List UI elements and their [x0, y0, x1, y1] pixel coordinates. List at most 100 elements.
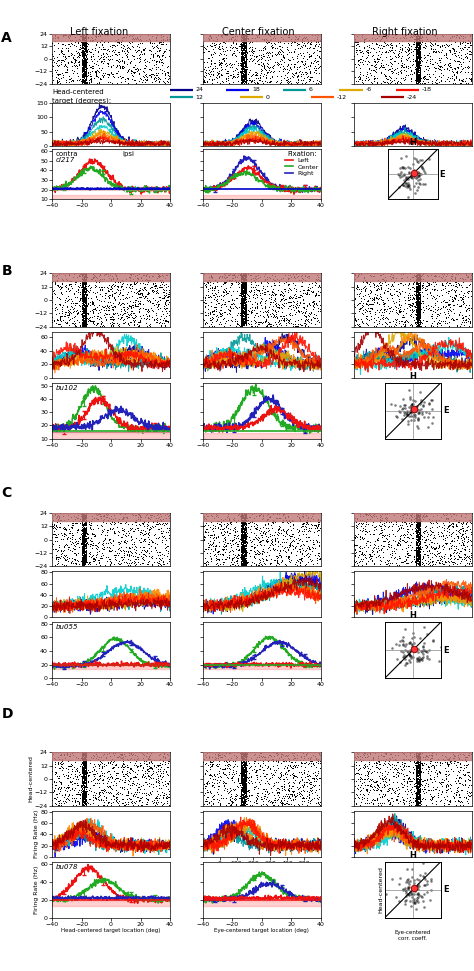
Point [407, 643, 414, 658]
Point [405, 653, 413, 668]
Text: E: E [443, 646, 448, 654]
Point [387, 396, 394, 412]
Point [425, 652, 433, 667]
Point [414, 645, 422, 660]
Point [414, 886, 422, 901]
Point [423, 404, 430, 419]
Point [404, 881, 411, 896]
Point [427, 871, 435, 887]
Point [404, 887, 411, 902]
Bar [52, 433, 170, 439]
Point [413, 889, 421, 905]
Point [411, 407, 419, 422]
Bar [52, 901, 170, 906]
Text: -12: -12 [337, 95, 346, 100]
Bar [354, 753, 472, 760]
Point [415, 887, 422, 902]
Point [423, 648, 430, 663]
Point [407, 400, 414, 416]
Point [406, 383, 413, 398]
Point [406, 404, 413, 419]
Point [399, 160, 407, 176]
Point [404, 887, 411, 902]
Point [411, 163, 419, 179]
Point [423, 645, 431, 660]
Point [419, 868, 427, 884]
Y-axis label: Firing Rate (Hz): Firing Rate (Hz) [34, 810, 39, 858]
Point [401, 160, 409, 176]
Point [414, 642, 422, 657]
Point [395, 180, 403, 195]
Point [416, 397, 424, 413]
Point [410, 635, 418, 651]
Bar [203, 433, 321, 439]
Text: 6: 6 [309, 87, 313, 92]
Point [417, 867, 424, 883]
Point [420, 394, 428, 410]
Point [405, 887, 413, 903]
Point [405, 165, 412, 181]
Point [406, 160, 414, 176]
Point [414, 153, 421, 169]
Point [407, 398, 415, 414]
Point [416, 177, 424, 192]
Point [399, 391, 407, 407]
Point [405, 879, 413, 894]
Point [415, 167, 422, 183]
Point [398, 644, 405, 659]
Point [409, 168, 417, 184]
Point [403, 179, 411, 194]
Point [399, 159, 406, 175]
Point [419, 855, 427, 871]
Point [415, 405, 423, 420]
Point [396, 160, 404, 176]
Text: D: D [1, 707, 13, 720]
Point [402, 887, 410, 903]
Point [426, 395, 433, 411]
Point [408, 168, 415, 184]
Point [406, 404, 414, 419]
Bar [203, 513, 321, 520]
Point [399, 882, 407, 897]
Point [409, 637, 416, 653]
Point [398, 151, 405, 166]
Bar [203, 666, 321, 669]
Point [411, 400, 419, 416]
Point [415, 650, 423, 665]
Point [417, 630, 424, 646]
Point [405, 171, 412, 186]
Point [414, 413, 422, 428]
Text: Eye-centered
corr. coeff.: Eye-centered corr. coeff. [394, 930, 431, 941]
Point [425, 151, 432, 167]
Point [420, 642, 428, 657]
Point [401, 167, 408, 183]
Bar [354, 34, 472, 42]
Bar [203, 753, 321, 760]
Point [419, 397, 427, 413]
Y-axis label: Head-centered: Head-centered [28, 755, 33, 802]
Point [418, 151, 426, 167]
Point [425, 406, 432, 421]
Point [413, 887, 421, 902]
Point [420, 869, 428, 885]
Point [406, 164, 413, 180]
Point [393, 652, 401, 667]
Point [410, 879, 418, 894]
Point [405, 178, 412, 193]
Point [408, 170, 416, 185]
Point [414, 882, 422, 897]
Point [419, 161, 427, 177]
Point [410, 625, 417, 641]
Point [411, 393, 419, 409]
Text: H: H [409, 611, 416, 620]
Point [417, 152, 424, 168]
Text: bu102: bu102 [55, 385, 78, 390]
Point [405, 178, 412, 193]
Point [410, 640, 417, 655]
Point [396, 870, 404, 886]
Point [403, 860, 410, 876]
Y-axis label: Firing Rate (Hz): Firing Rate (Hz) [34, 865, 39, 914]
Point [419, 643, 427, 658]
Point [401, 397, 408, 413]
Point [410, 413, 418, 428]
